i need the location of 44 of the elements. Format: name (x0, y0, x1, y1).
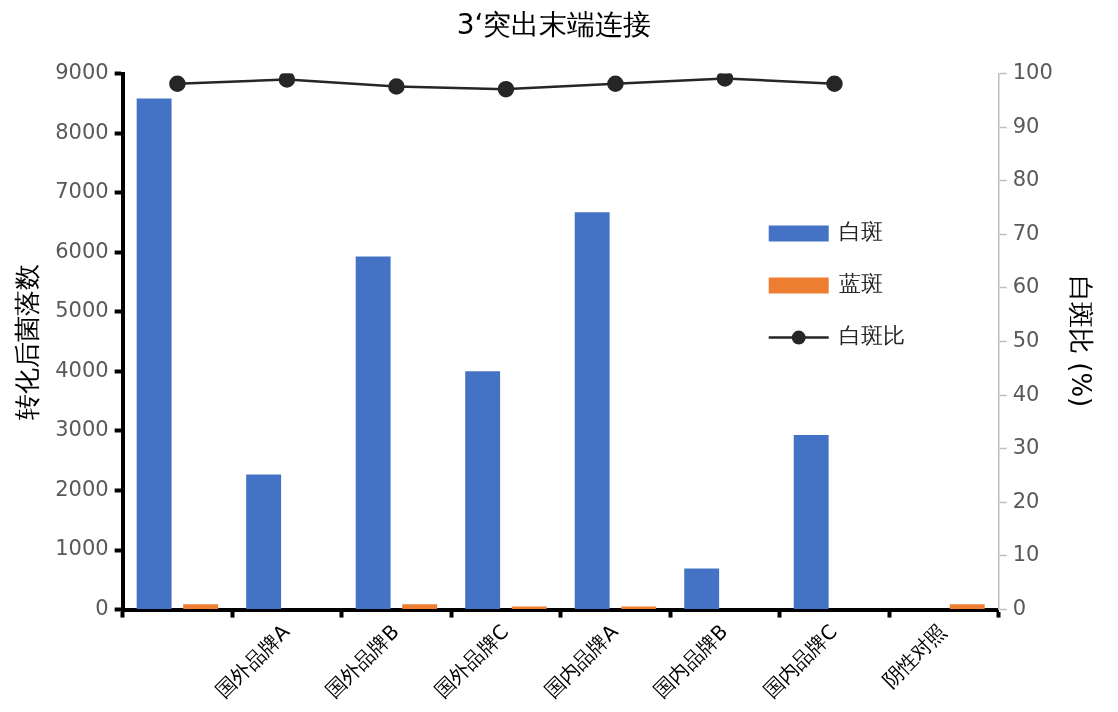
x-tick-label: 国外品牌A (210, 619, 295, 703)
bar (684, 568, 720, 610)
bar (183, 604, 219, 610)
y2-tick-label: 20 (1012, 488, 1040, 513)
y2-tick-label: 100 (1012, 60, 1053, 85)
bar (246, 474, 282, 610)
bar (465, 371, 501, 610)
y2-tick-label: 10 (1012, 542, 1040, 567)
x-tick-label: 国内品牌C (758, 619, 842, 703)
y-tick-label: 8000 (55, 119, 109, 144)
bar (793, 435, 829, 610)
legend-label: 蓝斑 (838, 271, 883, 297)
y-tick-label: 9000 (55, 60, 109, 85)
y2-tick-label: 50 (1012, 328, 1040, 353)
y-tick-label: 6000 (55, 238, 109, 263)
x-tick-label: 国外品牌C (429, 619, 514, 703)
y-tick-label: 0 (95, 596, 109, 621)
y2-tick-label: 70 (1012, 220, 1040, 245)
bar (402, 604, 438, 610)
x-tick-label: 国内品牌B (648, 619, 733, 703)
y2-tick-label: 40 (1012, 381, 1040, 406)
x-tick-label: 国外品牌B (320, 619, 404, 703)
bar (136, 98, 172, 610)
bar (574, 212, 610, 610)
chart-title: 3‘突出末端连接 (456, 8, 652, 42)
y2-tick-label: 0 (1012, 596, 1027, 621)
bar (355, 256, 391, 610)
y-tick-label: 3000 (55, 417, 109, 442)
bar (949, 604, 985, 610)
y2-tick-label: 30 (1012, 435, 1040, 460)
x-tick-label: 国内品牌A (539, 619, 623, 703)
y-tick-label: 5000 (55, 298, 109, 323)
y-axis-title: 转化后菌落数 (12, 263, 43, 420)
y-tick-label: 4000 (55, 357, 109, 382)
x-tick-label: 阴性对照 (877, 619, 952, 693)
legend-label: 白斑比 (838, 323, 905, 349)
y-tick-label: 1000 (55, 536, 109, 561)
legend-label: 白斑 (838, 219, 883, 245)
y-tick-label: 2000 (55, 476, 109, 501)
y2-tick-label: 90 (1012, 113, 1040, 138)
y2-axis-title: 白斑比 (%) (1065, 275, 1096, 408)
y2-tick-label: 80 (1012, 167, 1040, 192)
y-tick-label: 7000 (55, 179, 109, 204)
y2-tick-label: 60 (1012, 274, 1040, 299)
